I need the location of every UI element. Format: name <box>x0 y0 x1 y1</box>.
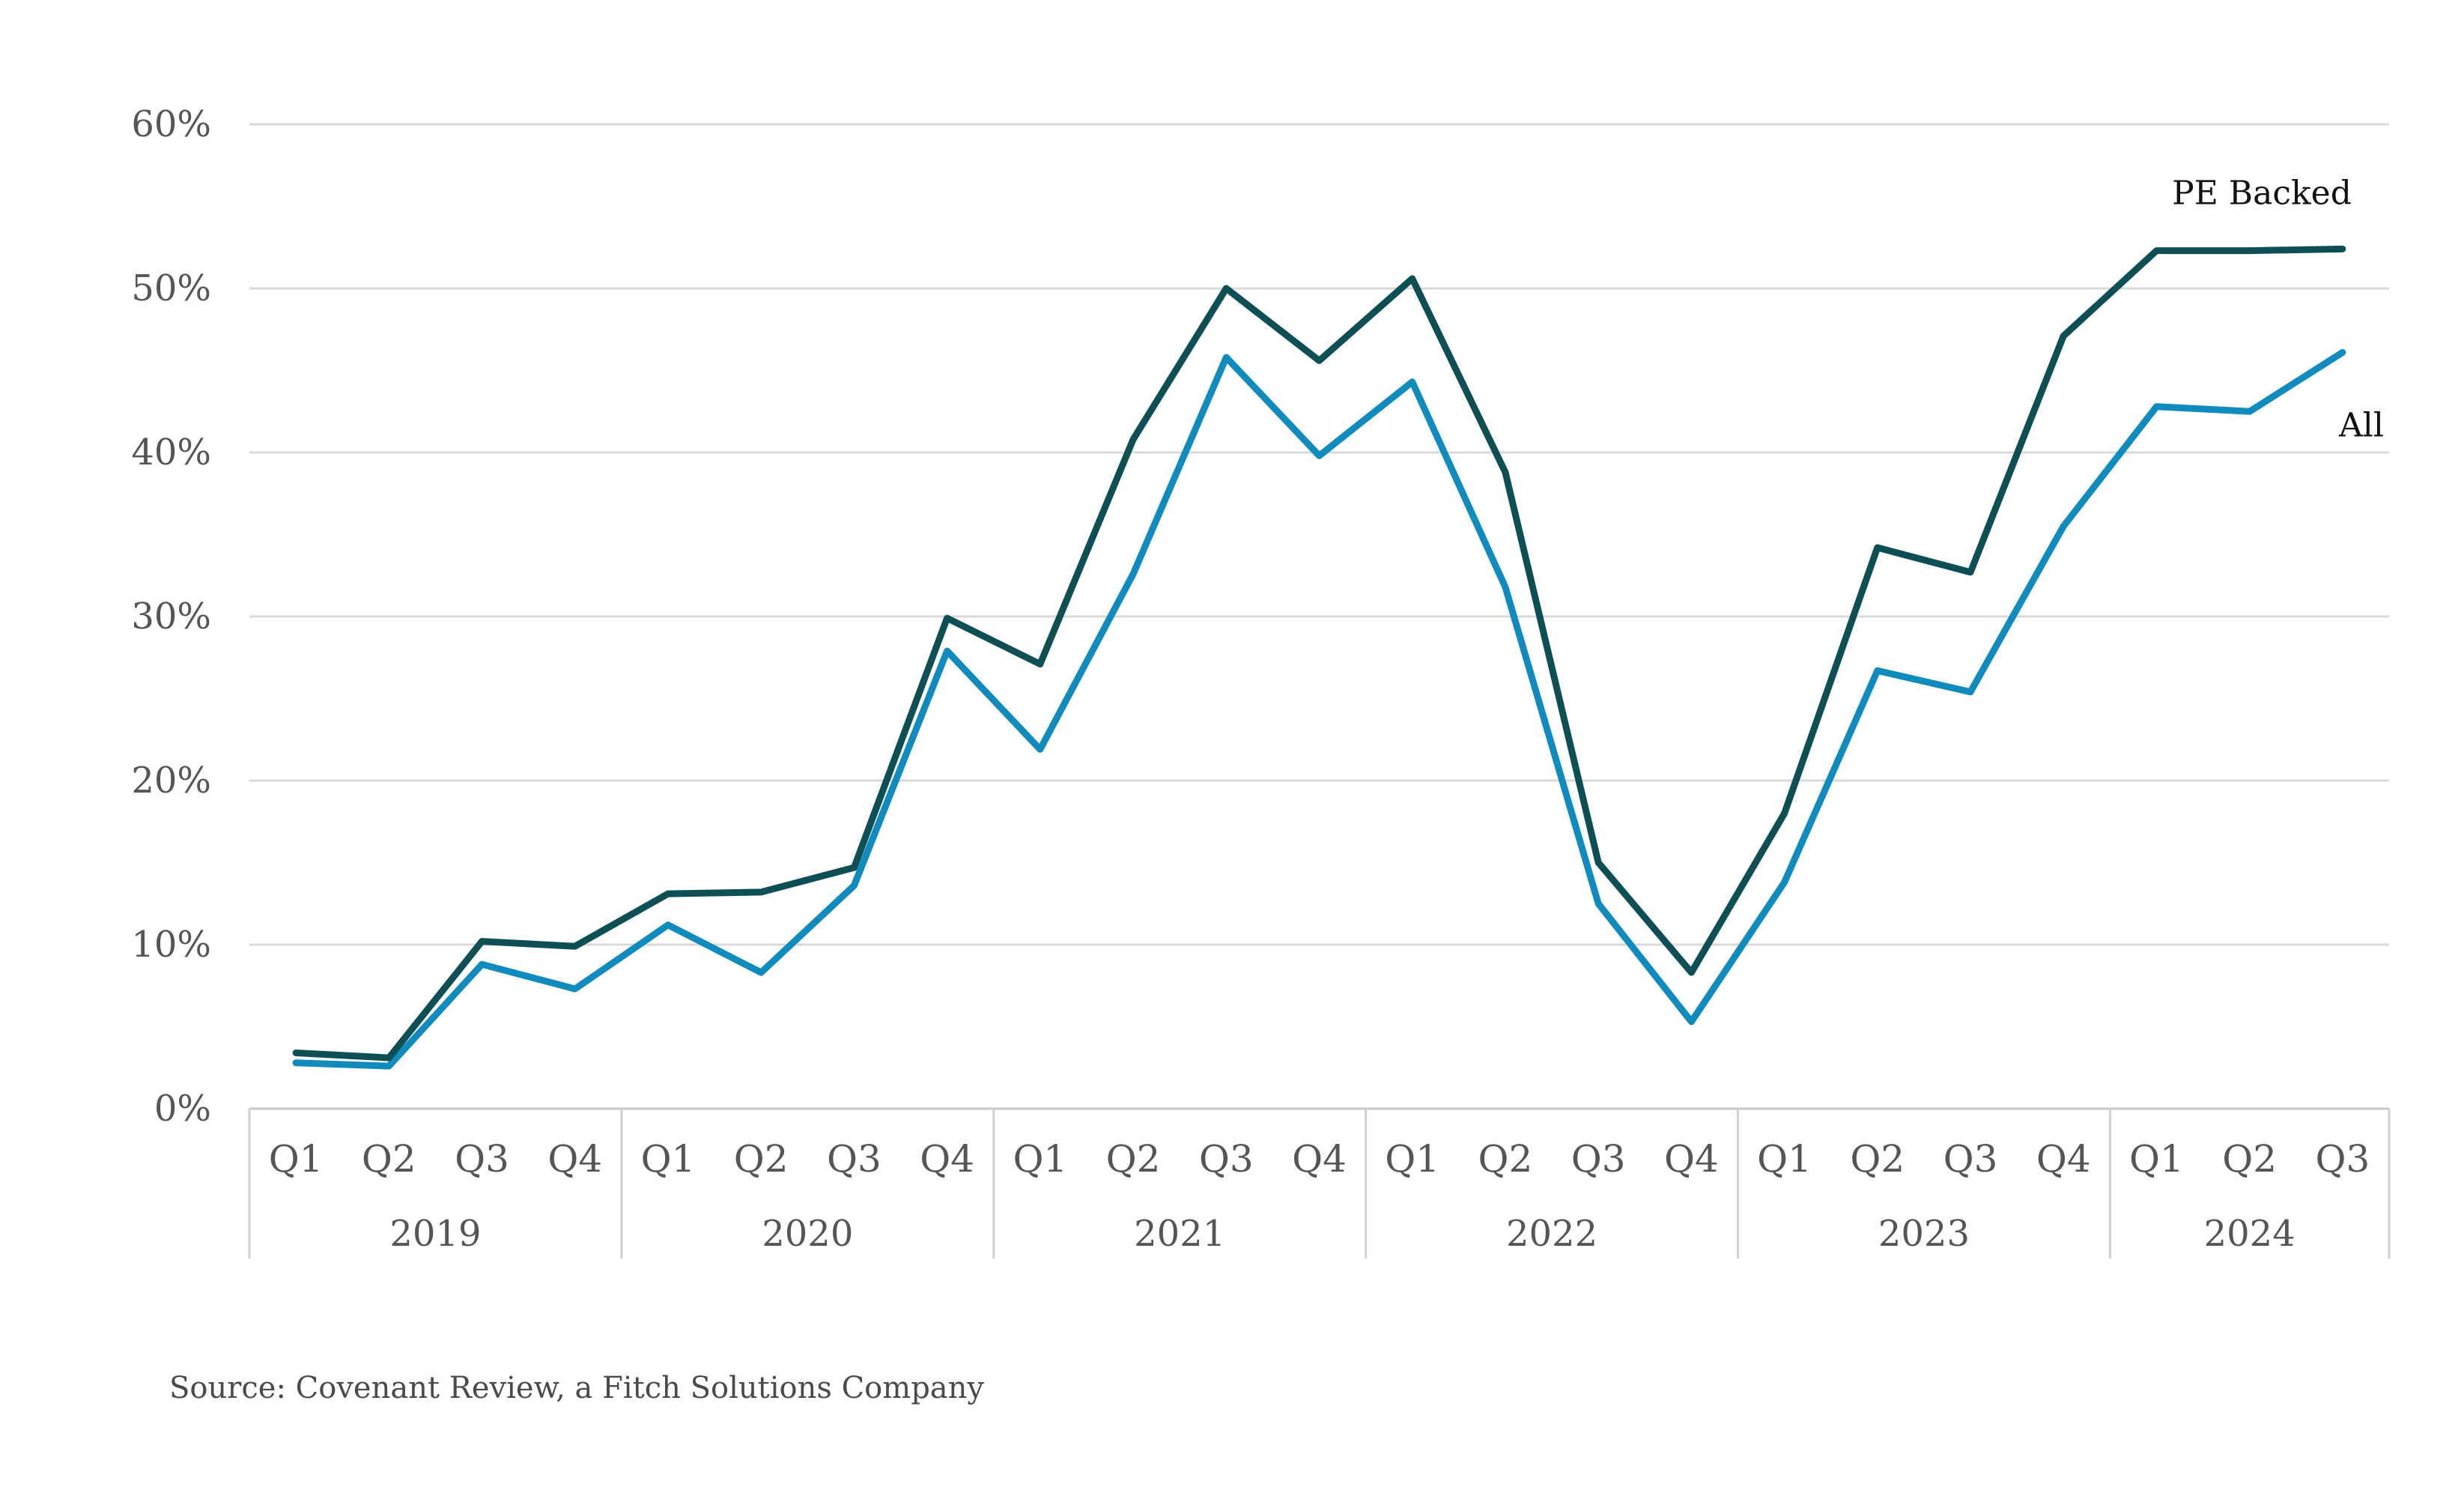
series-label-all: All <box>2338 406 2384 444</box>
y-tick-label: 40% <box>131 431 211 473</box>
series-line-all <box>292 348 2346 1070</box>
x-tick-label: Q3 <box>455 1137 509 1181</box>
y-tick-label: 60% <box>131 103 211 145</box>
x-tick-label: Q3 <box>827 1137 881 1181</box>
x-tick-label: Q3 <box>1199 1137 1254 1181</box>
series-lines <box>292 245 2346 1070</box>
x-tick-label: Q2 <box>734 1137 789 1181</box>
year-label: 2022 <box>1506 1213 1597 1255</box>
x-tick-label: Q4 <box>2036 1137 2091 1181</box>
y-axis: 0% 10% 20% 30% 40% 50% 60% <box>131 103 211 1130</box>
series-line-pe-backed <box>292 245 2346 1062</box>
year-label: 2020 <box>762 1213 853 1255</box>
x-tick-label: Q2 <box>2222 1137 2277 1181</box>
y-tick-label: 30% <box>131 596 211 638</box>
x-axis: 2019 2020 2021 2022 2023 2024 Q1 Q2 Q3 Q4 Q1 Q2 Q3 Q4… <box>248 1109 2391 1259</box>
series-labels: PE Backed All <box>2172 174 2384 444</box>
x-tick-label: Q3 <box>1571 1137 1626 1181</box>
x-tick-label: Q2 <box>1850 1137 1905 1181</box>
x-tick-label: Q3 <box>2315 1137 2370 1181</box>
y-tick-label: 0% <box>154 1088 211 1130</box>
year-label: 2019 <box>389 1213 481 1255</box>
x-tick-label: Q4 <box>1292 1137 1347 1181</box>
series-label-pe-backed: PE Backed <box>2172 174 2352 212</box>
x-tick-label: Q4 <box>920 1137 974 1181</box>
year-label: 2021 <box>1134 1213 1225 1255</box>
source-note: Source: Covenant Review, a Fitch Solutio… <box>169 1371 985 1405</box>
year-label: 2024 <box>2204 1213 2295 1255</box>
x-tick-label: Q1 <box>641 1137 696 1181</box>
year-label: 2023 <box>1878 1213 1970 1255</box>
x-tick-label: Q1 <box>269 1137 324 1181</box>
grid-lines <box>249 123 2389 1110</box>
x-tick-label: Q1 <box>1757 1137 1812 1181</box>
x-tick-label: Q3 <box>1943 1137 1998 1181</box>
y-tick-label: 20% <box>131 760 211 802</box>
y-tick-label: 10% <box>131 924 211 966</box>
y-tick-label: 50% <box>131 267 211 309</box>
x-tick-label: Q1 <box>1013 1137 1067 1181</box>
x-tick-label: Q2 <box>362 1137 416 1181</box>
x-tick-label: Q4 <box>547 1137 602 1181</box>
x-tick-label: Q2 <box>1478 1137 1533 1181</box>
x-tick-label: Q2 <box>1106 1137 1161 1181</box>
x-tick-label: Q4 <box>1664 1137 1719 1181</box>
x-tick-label: Q1 <box>2129 1137 2184 1181</box>
x-tick-label: Q1 <box>1385 1137 1439 1181</box>
